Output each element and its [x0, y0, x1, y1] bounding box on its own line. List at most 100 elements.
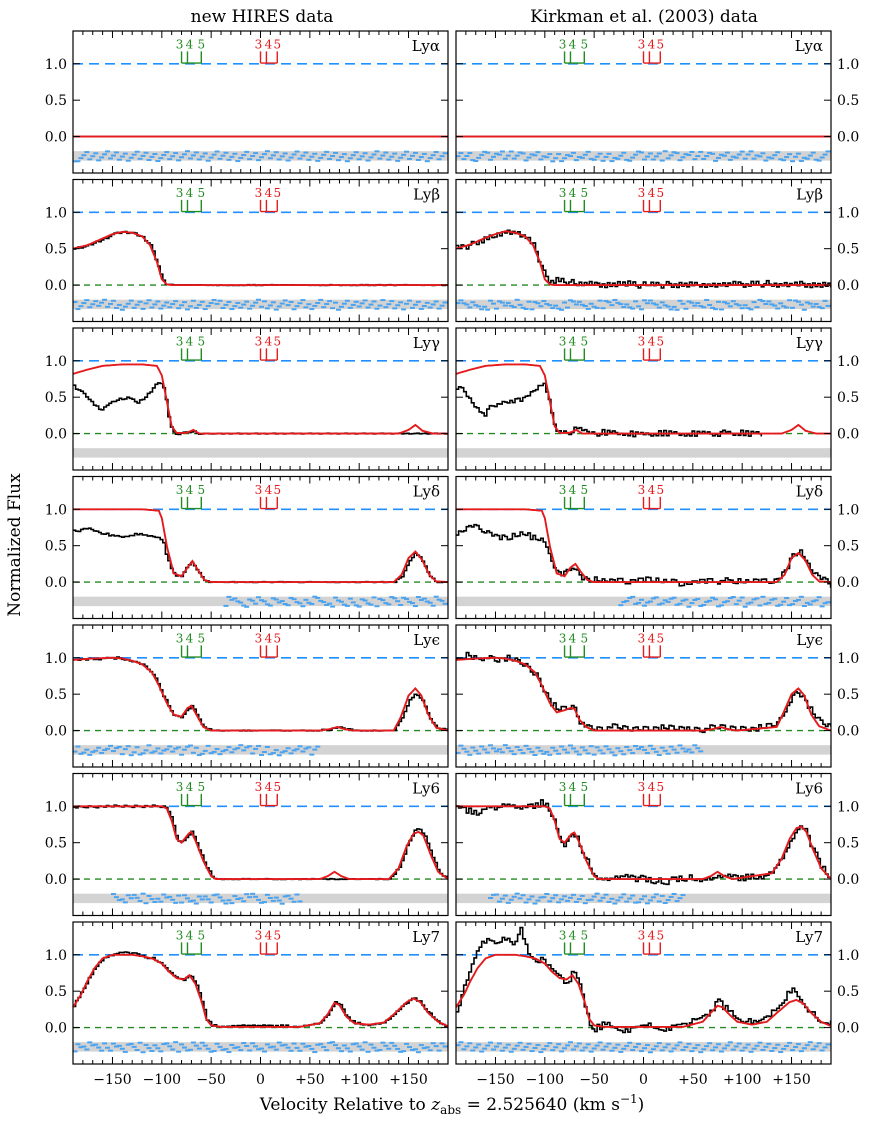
residual-points	[488, 892, 686, 905]
model-curve	[455, 953, 832, 1028]
component-label: 3	[638, 186, 646, 200]
residual-points	[455, 1041, 831, 1054]
component-label: 3	[559, 483, 567, 497]
x-tick-label: +50	[295, 1072, 325, 1088]
y-tick-label: 0.0	[837, 278, 859, 294]
component-label: 5	[273, 186, 281, 200]
x-tick-label: +100	[340, 1072, 378, 1088]
component-label: 4	[265, 37, 273, 51]
panel-label: Lyγ	[796, 334, 823, 352]
component-label: 3	[638, 631, 646, 645]
component-label: 5	[580, 780, 588, 794]
component-label: 4	[569, 631, 577, 645]
x-axis-label: Velocity Relative to zabs = 2.525640 (km…	[259, 1092, 645, 1117]
panel-label: Ly7	[412, 928, 440, 946]
y-tick-label: 0.5	[837, 836, 859, 852]
residual-band	[456, 299, 831, 310]
data-spectrum	[73, 527, 449, 584]
component-label: 3	[176, 780, 184, 794]
y-tick-label: 0.0	[837, 575, 859, 591]
component-label: 4	[648, 483, 656, 497]
y-tick-label: 0.0	[837, 872, 859, 888]
component-label: 5	[197, 483, 205, 497]
panel-label: Lyϵ	[796, 631, 823, 649]
model-curve	[73, 805, 449, 881]
y-tick-label: 0.0	[45, 575, 67, 591]
component-label: 4	[186, 928, 194, 942]
component-label: 5	[273, 928, 281, 942]
y-tick-label: 1.0	[837, 354, 859, 370]
component-label: 4	[569, 334, 577, 348]
component-label: 4	[648, 631, 656, 645]
residual-points	[72, 150, 448, 163]
y-axis-label: Normalized Flux	[5, 473, 25, 617]
y-tick-label: 1.0	[45, 651, 67, 667]
component-label: 3	[638, 780, 646, 794]
component-label: 4	[186, 631, 194, 645]
component-label: 5	[197, 631, 205, 645]
component-label: 5	[580, 334, 588, 348]
y-tick-label: 0.0	[45, 130, 67, 146]
component-label: 3	[176, 928, 184, 942]
y-tick-label: 1.0	[45, 799, 67, 815]
component-label: 3	[255, 780, 263, 794]
x-tick-label: −50	[196, 1072, 226, 1088]
component-label: 5	[656, 37, 664, 51]
x-tick-label: +150	[389, 1072, 427, 1088]
y-tick-label: 0.0	[45, 427, 67, 443]
component-label: 4	[265, 631, 273, 645]
residual-points	[618, 595, 831, 608]
y-tick-label: 0.0	[837, 724, 859, 740]
component-label: 4	[186, 37, 194, 51]
component-label: 5	[656, 334, 664, 348]
component-label: 3	[255, 631, 263, 645]
y-tick-label: 0.5	[837, 687, 859, 703]
panel-label: Lyϵ	[413, 631, 440, 649]
y-tick-label: 0.5	[837, 93, 859, 109]
y-tick-label: 0.0	[837, 130, 859, 146]
component-label: 3	[176, 37, 184, 51]
panel-label: Lyδ	[413, 483, 440, 501]
component-label: 5	[656, 483, 664, 497]
component-label: 5	[197, 780, 205, 794]
component-label: 4	[186, 186, 194, 200]
x-tick-label: 0	[256, 1072, 265, 1088]
component-label: 4	[265, 780, 273, 794]
model-curve	[456, 508, 832, 584]
data-spectrum	[73, 656, 449, 732]
y-tick-label: 1.0	[837, 57, 859, 73]
y-tick-label: 0.5	[837, 984, 859, 1000]
residual-band	[73, 893, 448, 904]
panel-label: Lyα	[412, 37, 440, 55]
component-label: 5	[580, 37, 588, 51]
residual-points	[110, 892, 303, 905]
residual-band	[456, 596, 831, 607]
component-label: 4	[648, 334, 656, 348]
component-label: 5	[273, 780, 281, 794]
y-tick-label: 0.0	[837, 427, 859, 443]
x-tick-label: −50	[579, 1072, 609, 1088]
x-tick-label: −100	[526, 1072, 564, 1088]
component-label: 4	[265, 186, 273, 200]
data-spectrum	[73, 382, 449, 436]
x-tick-label: +100	[723, 1072, 761, 1088]
component-label: 3	[559, 186, 567, 200]
panel-label: Lyδ	[796, 483, 823, 501]
component-label: 5	[273, 37, 281, 51]
y-tick-label: 0.0	[45, 278, 67, 294]
residual-points	[72, 1041, 448, 1054]
component-label: 4	[265, 928, 273, 942]
